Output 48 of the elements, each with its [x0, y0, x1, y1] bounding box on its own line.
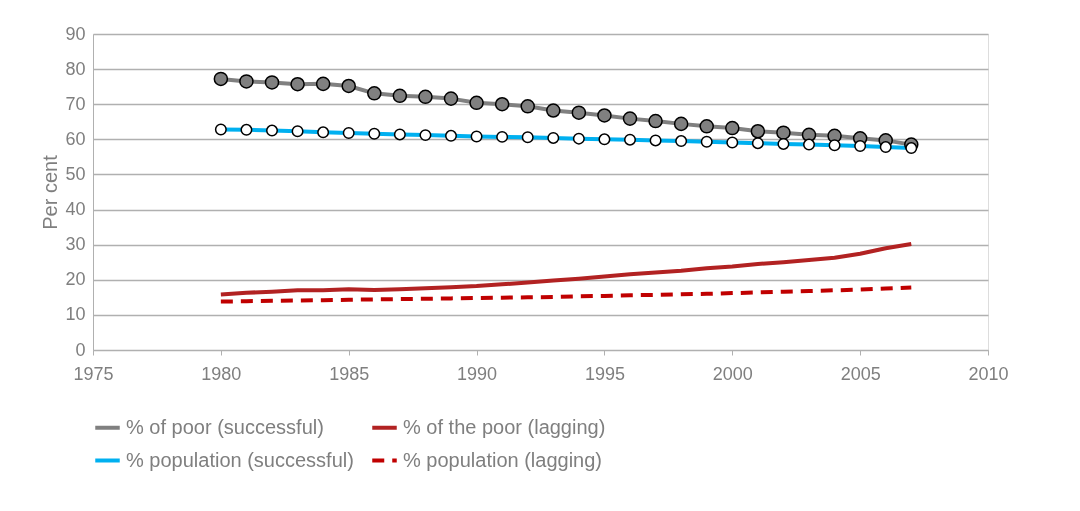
x-tick-label: 1995 — [584, 363, 625, 384]
point — [725, 120, 740, 136]
legend-label: % population (successful) — [126, 448, 354, 471]
y-axis-title: Per cent — [39, 154, 62, 230]
x-tick-label: 2000 — [712, 363, 753, 384]
point — [315, 76, 331, 92]
point — [341, 78, 356, 94]
x-tick-label: 1985 — [329, 363, 370, 384]
point — [776, 125, 791, 140]
point — [648, 113, 663, 129]
point — [571, 105, 587, 120]
x-tick-label: 1980 — [201, 363, 242, 384]
legend-label: % of the poor (lagging) — [403, 415, 606, 438]
y-tick-label: 0 — [75, 339, 86, 360]
legend-label: % of poor (successful) — [126, 415, 324, 438]
y-tick-label: 20 — [65, 269, 86, 290]
point — [699, 119, 714, 134]
x-tick-label: 2010 — [968, 363, 1009, 384]
point — [469, 95, 484, 111]
point — [622, 111, 638, 126]
x-tick-label: 1975 — [73, 363, 114, 384]
legend-label: % population (lagging) — [403, 448, 603, 471]
point — [418, 89, 433, 105]
point — [443, 91, 459, 106]
point — [520, 99, 535, 114]
y-tick-label: 90 — [65, 23, 86, 44]
x-tick-label: 1990 — [457, 363, 498, 384]
point — [494, 96, 510, 112]
point — [264, 75, 280, 90]
line-series — [218, 285, 914, 304]
point — [239, 74, 254, 89]
point — [392, 88, 408, 104]
y-tick-label: 70 — [65, 93, 86, 114]
point — [213, 71, 229, 87]
y-tick-label: 30 — [65, 234, 86, 255]
y-tick-label: 40 — [65, 199, 86, 220]
point — [673, 116, 689, 132]
y-tick-label: 80 — [65, 58, 86, 79]
point — [546, 103, 561, 118]
line-series — [218, 241, 914, 297]
point — [597, 108, 612, 123]
point — [290, 76, 305, 92]
point — [750, 124, 766, 139]
y-tick-label: 10 — [65, 304, 86, 325]
x-tick-label: 2005 — [840, 363, 881, 384]
y-tick-label: 50 — [65, 163, 86, 184]
y-tick-label: 60 — [65, 128, 86, 149]
point — [367, 86, 382, 101]
